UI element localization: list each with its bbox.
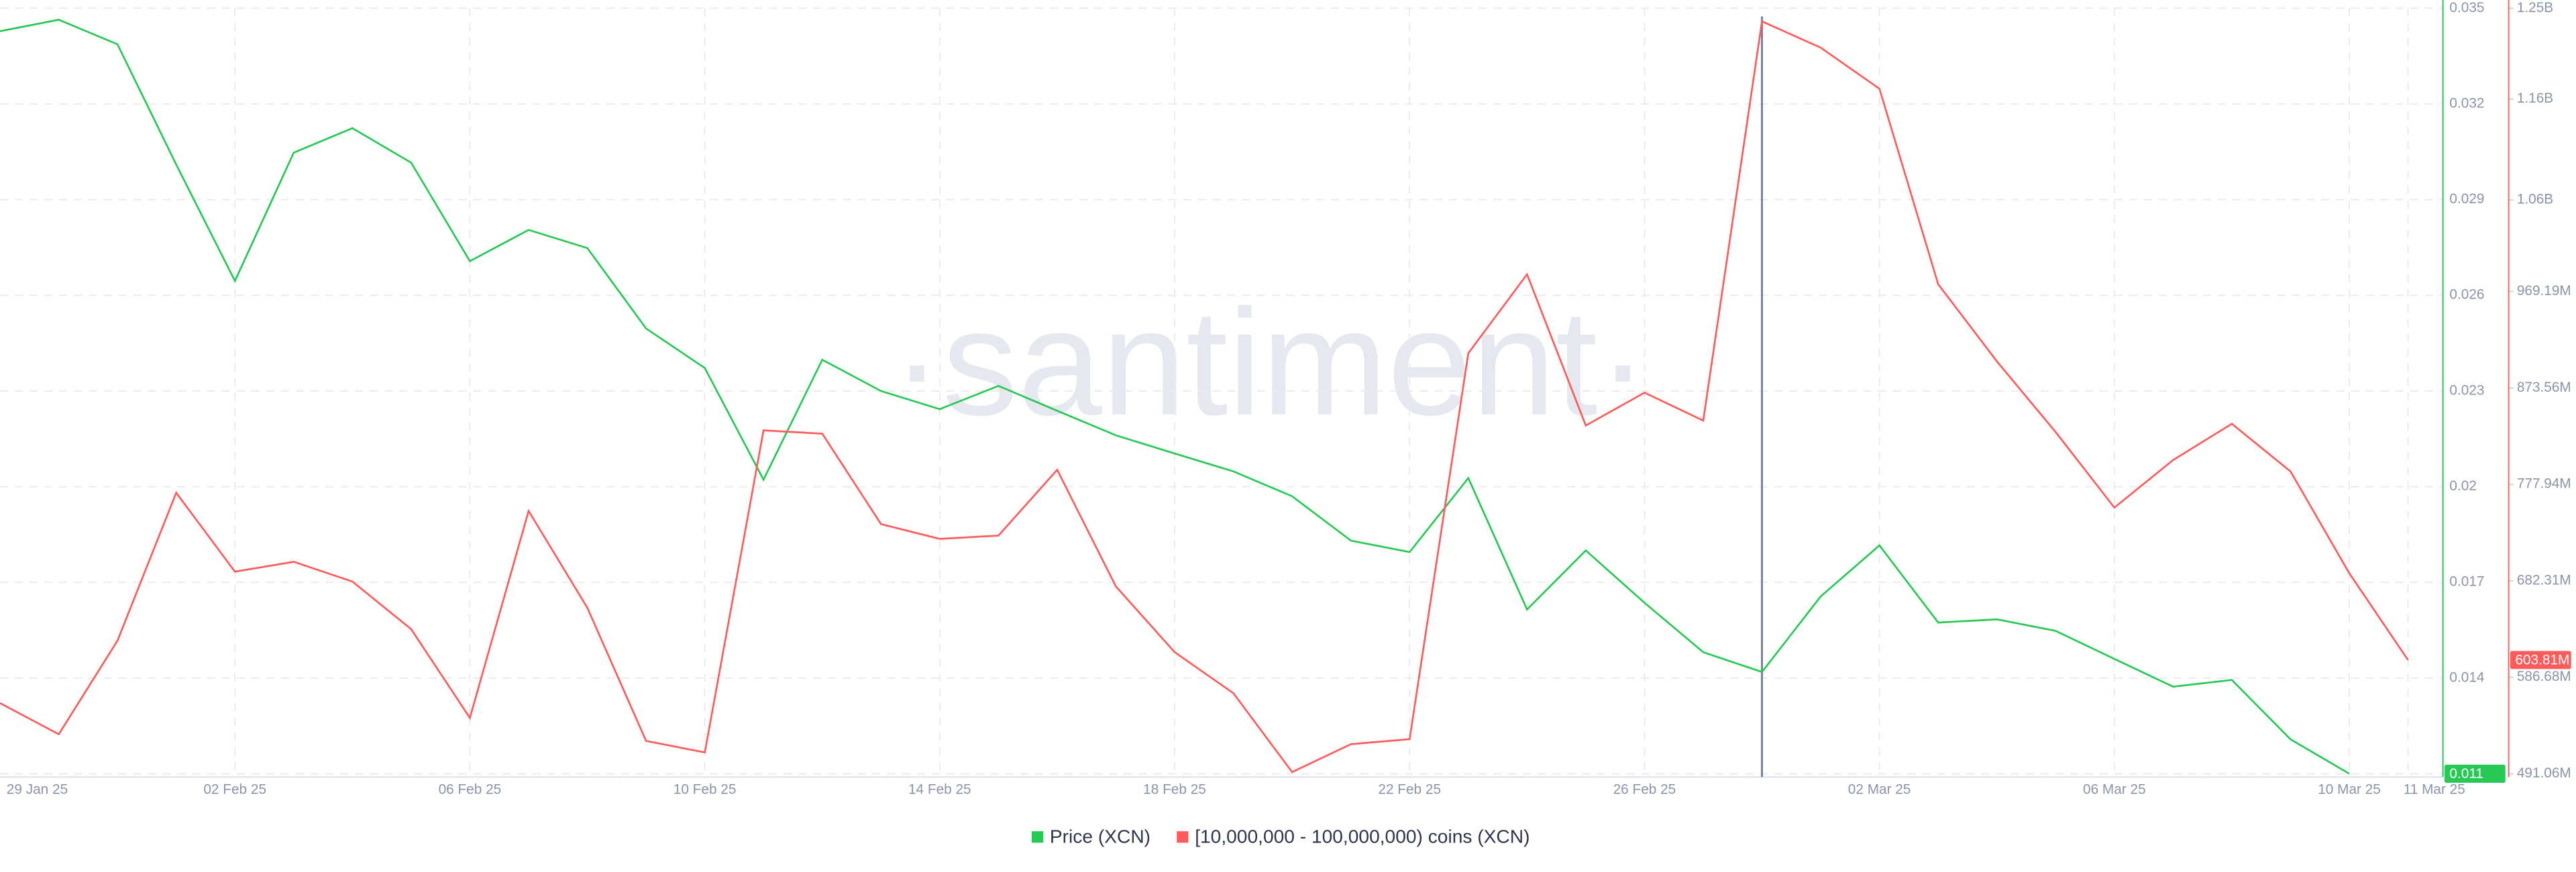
y2-tick-label: 873.56M xyxy=(2517,380,2571,395)
watermark: ·santiment· xyxy=(892,278,1648,447)
x-tick-label: 18 Feb 25 xyxy=(1143,782,1206,798)
last-value-flag xyxy=(2510,651,2571,669)
last-value-flag xyxy=(2445,765,2506,783)
y2-tick-label: 1.25B xyxy=(2517,0,2553,15)
y-tick-label: 0.017 xyxy=(2449,574,2484,590)
x-tick-label: 29 Jan 25 xyxy=(7,782,68,798)
y-tick-label: 0.02 xyxy=(2449,478,2476,494)
legend-swatch xyxy=(1031,831,1044,843)
y-tick-label: 0.014 xyxy=(2449,669,2484,685)
last-value-label: 0.011 xyxy=(2449,766,2483,781)
y-tick-label: 0.032 xyxy=(2449,95,2484,111)
y-tick-label: 0.029 xyxy=(2449,191,2484,207)
y2-tick-label: 682.31M xyxy=(2517,572,2571,588)
legend-label: Price (XCN) xyxy=(1050,826,1150,847)
y-tick-label: 0.026 xyxy=(2449,287,2484,303)
x-tick-label: 10 Feb 25 xyxy=(674,782,737,798)
y2-tick-label: 969.19M xyxy=(2517,283,2571,298)
x-tick-label: 02 Feb 25 xyxy=(203,782,266,798)
legend-swatch xyxy=(1177,831,1189,843)
series-line xyxy=(0,19,2350,775)
y2-tick-label: 777.94M xyxy=(2517,476,2571,492)
last-value-label: 603.81M xyxy=(2515,653,2569,668)
y-tick-label: 0.023 xyxy=(2449,382,2484,398)
y-tick-label: 0.035 xyxy=(2449,0,2484,15)
legend: Price (XCN) [10,000,000 - 100,000,000) co… xyxy=(1031,826,1529,847)
x-tick-label: 14 Feb 25 xyxy=(908,782,971,798)
x-tick-label: 26 Feb 25 xyxy=(1613,782,1676,798)
x-tick-label: 22 Feb 25 xyxy=(1378,782,1441,798)
y2-tick-label: 1.06B xyxy=(2517,191,2553,207)
y2-tick-label: 586.68M xyxy=(2517,669,2571,684)
y2-tick-label: 491.06M xyxy=(2517,765,2571,781)
x-tick-label: 11 Mar 25 xyxy=(2404,782,2465,798)
x-tick-label: 06 Mar 25 xyxy=(2083,782,2146,798)
x-tick-label: 06 Feb 25 xyxy=(439,782,502,798)
x-tick-label: 02 Mar 25 xyxy=(1848,782,1911,798)
legend-label: [10,000,000 - 100,000,000) coins (XCN) xyxy=(1195,826,1529,847)
y2-tick-label: 1.16B xyxy=(2517,91,2553,106)
series-line xyxy=(0,19,2409,773)
x-tick-label: 10 Mar 25 xyxy=(2318,782,2381,798)
